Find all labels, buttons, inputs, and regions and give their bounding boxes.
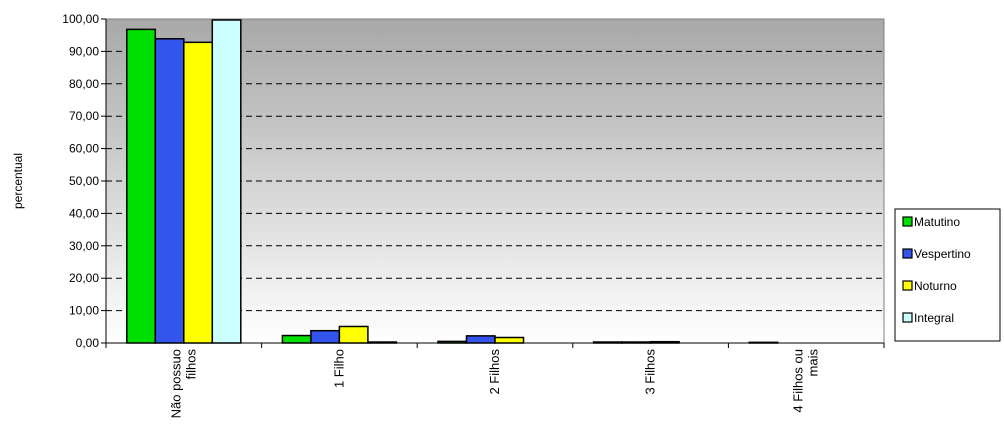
x-tick-label-line: 1 Filho: [331, 349, 346, 388]
legend: Matutino Vespertino Noturno Integral: [894, 208, 1001, 342]
y-tick-label: 10,00: [69, 304, 99, 318]
x-tick-label: 3 Filhos: [643, 349, 658, 395]
y-tick-label: 40,00: [69, 206, 99, 220]
bar-vespertino: [465, 335, 496, 344]
y-tick-label: 60,00: [69, 142, 99, 156]
x-tick-label: 4 Filhos oumais: [791, 349, 821, 413]
y-tick-label: 30,00: [69, 239, 99, 253]
bar-vespertino: [154, 38, 185, 344]
bar-noturno: [494, 336, 525, 344]
x-axis-labels: Não possuofilhos 1 Filho 2 Filhos 3 Filhos 4…: [105, 343, 885, 419]
x-tick-label-line: 2 Filhos: [487, 349, 502, 395]
bar-matutino: [281, 334, 312, 344]
bars: [126, 19, 779, 344]
bar-matutino: [126, 28, 157, 344]
bar-noturno: [183, 41, 214, 344]
legend-swatch-vespertino: [902, 248, 913, 259]
legend-label-vespertino: Vespertino: [914, 247, 971, 261]
x-tick-label-line: mais: [806, 349, 821, 377]
x-tick-label-line: filhos: [183, 349, 198, 380]
x-tick-label: Não possuofilhos: [168, 349, 198, 419]
legend-swatch-noturno: [902, 280, 913, 291]
legend-label-noturno: Noturno: [914, 279, 957, 293]
y-tick-label: 80,00: [69, 77, 99, 91]
y-tick-label: 50,00: [69, 174, 99, 188]
y-tick-label: 100,00: [62, 12, 99, 26]
y-tick-label: 70,00: [69, 109, 99, 123]
legend-swatch-integral: [902, 312, 913, 323]
y-tick-label: 90,00: [69, 44, 99, 58]
y-tick-label: 20,00: [69, 271, 99, 285]
x-tick-label: 2 Filhos: [487, 349, 502, 395]
x-tick-label-line: Não possuo: [168, 349, 183, 418]
x-tick-label-line: 3 Filhos: [643, 349, 658, 395]
bar-noturno: [338, 325, 369, 344]
x-tick-label-line: 4 Filhos ou: [791, 349, 806, 413]
bar-vespertino: [310, 329, 341, 344]
y-axis-label: percentual: [11, 153, 25, 209]
y-tick-label: 0,00: [76, 336, 100, 350]
x-tick-label: 1 Filho: [331, 349, 346, 388]
legend-swatch-matutino: [902, 216, 913, 227]
bar-integral: [211, 19, 242, 344]
y-axis-ticks: 0,00 10,00 20,00 30,00 40,00 50,00 60,00 70,00 8…: [62, 12, 106, 350]
legend-label-integral: Integral: [914, 311, 954, 325]
legend-label-matutino: Matutino: [914, 215, 960, 229]
